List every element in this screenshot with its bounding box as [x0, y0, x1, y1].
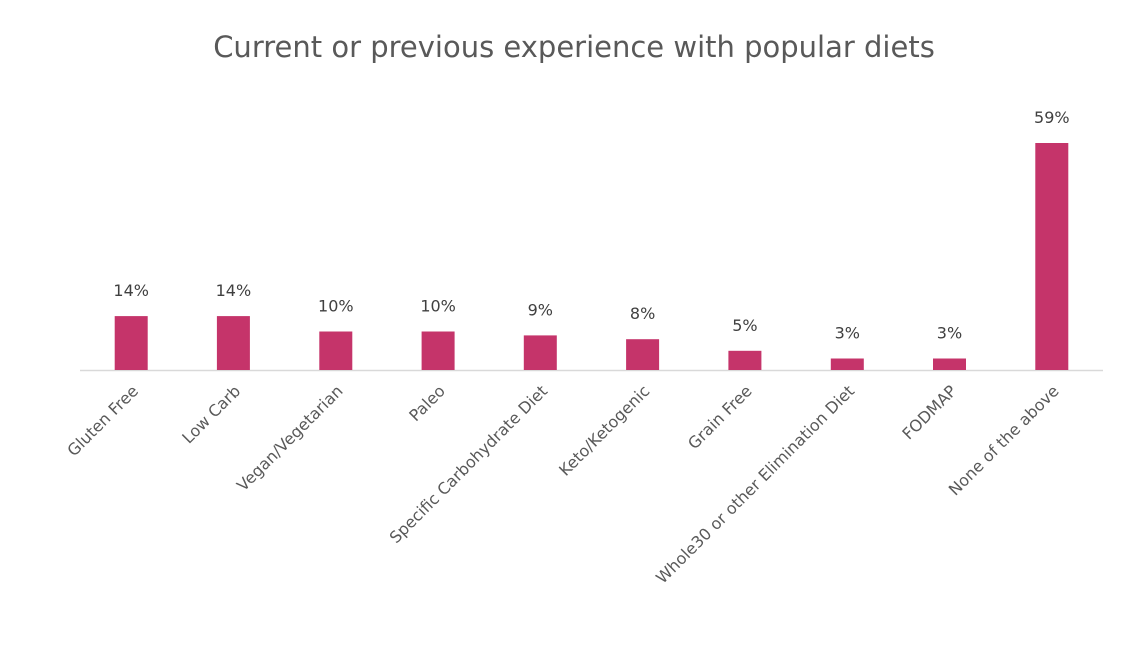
category-label-paleo: Paleo [405, 381, 449, 425]
data-label-specific-carbohydrate-diet: 9% [528, 300, 553, 319]
bar-specific-carbohydrate-diet [523, 335, 557, 370]
data-label-whole30-or-other-elimination-diet: 3% [835, 324, 860, 343]
data-label-gluten-free: 14% [113, 281, 149, 300]
category-label-vegan-vegetarian: Vegan/Vegetarian [233, 381, 347, 495]
data-label-vegan-vegetarian: 10% [318, 297, 354, 316]
category-label-low-carb: Low Carb [178, 381, 244, 447]
bar-fodmap [933, 358, 966, 370]
category-label-gluten-free: Gluten Free [63, 381, 142, 460]
data-labels-group: 14% 14% 10% 10% 9% 8% 5% 3% 3% 59% [113, 108, 1069, 343]
bar-grain-free [728, 350, 762, 370]
bar-keto-ketogenic [626, 339, 660, 370]
bars-group [114, 143, 1069, 370]
category-label-whole30-or-other-elimination-diet: Whole30 or other Elimination Diet [652, 381, 858, 587]
bar-none-of-the-above [1035, 143, 1069, 370]
data-label-grain-free: 5% [732, 316, 757, 335]
bar-gluten-free [114, 316, 148, 370]
data-label-low-carb: 14% [216, 281, 252, 300]
category-label-keto-ketogenic: Keto/Ketogenic [555, 381, 653, 479]
category-label-fodmap: FODMAP [898, 381, 960, 443]
category-label-grain-free: Grain Free [684, 381, 756, 453]
data-label-fodmap: 3% [937, 324, 962, 343]
data-label-none-of-the-above: 59% [1034, 108, 1070, 127]
bar-vegan-vegetarian [319, 331, 353, 370]
category-label-none-of-the-above: None of the above [945, 381, 1063, 499]
chart-title: Current or previous experience with popu… [213, 30, 935, 64]
bar-paleo [421, 331, 455, 370]
data-label-keto-ketogenic: 8% [630, 304, 655, 323]
bar-whole30-or-other-elimination-diet [830, 358, 864, 370]
data-label-paleo: 10% [420, 297, 456, 316]
bar-low-carb [216, 316, 250, 370]
